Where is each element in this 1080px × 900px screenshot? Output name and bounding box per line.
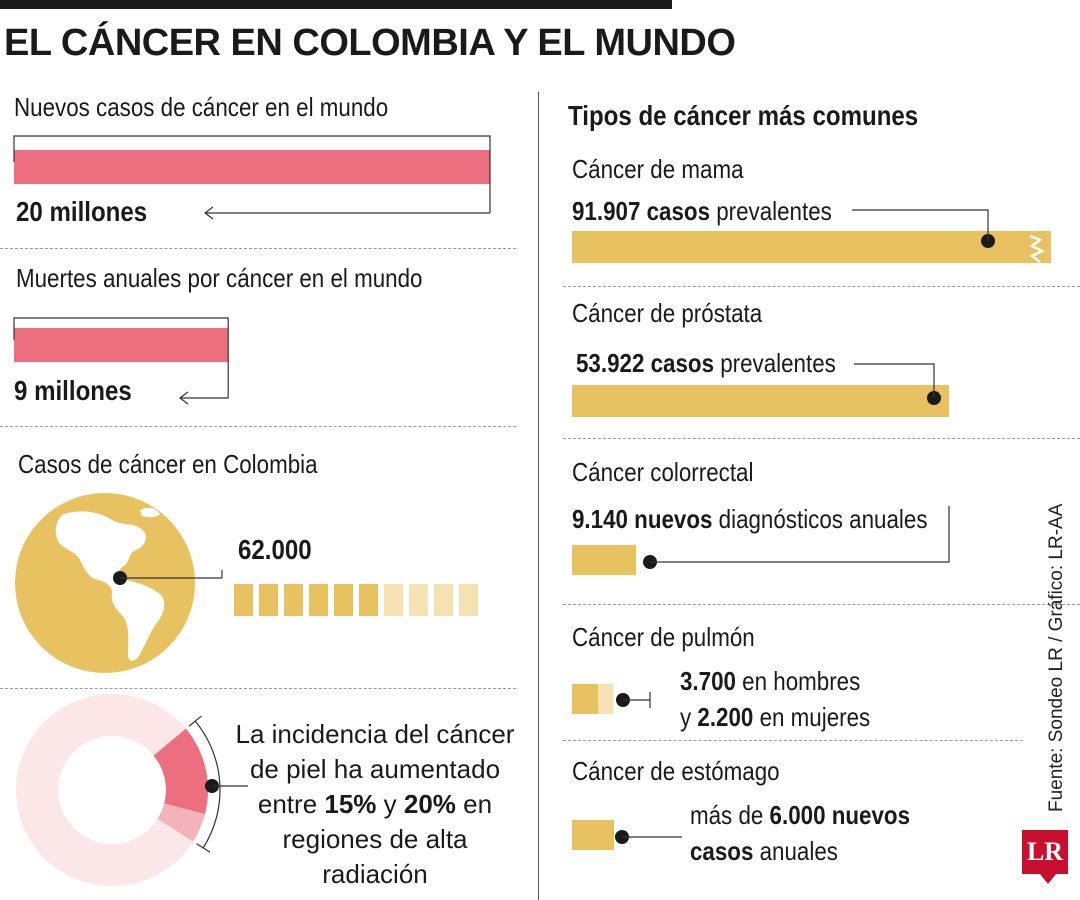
divider bbox=[563, 438, 1080, 439]
column-divider bbox=[538, 92, 539, 900]
colorectal-bar bbox=[572, 545, 636, 575]
top-rule bbox=[0, 0, 672, 9]
colombia-block bbox=[309, 584, 328, 616]
deaths-value: 9 millones bbox=[14, 375, 132, 406]
colombia-blocks bbox=[234, 584, 478, 616]
colorectal-label: Cáncer colorrectal bbox=[572, 457, 754, 487]
colorectal-value: 9.140 nuevos diagnósticos anuales bbox=[572, 504, 928, 534]
source-credit: Fuente: Sondeo LR / Gráfico: LR-AA bbox=[1046, 503, 1067, 812]
stomach-value-line1: más de 6.000 nuevos bbox=[690, 800, 910, 830]
deaths-bar bbox=[14, 328, 229, 362]
colombia-block bbox=[459, 584, 478, 616]
skin-bracket bbox=[188, 715, 221, 853]
breast-value: 91.907 casos prevalentes bbox=[572, 196, 832, 226]
globe-americas-icon bbox=[15, 493, 223, 673]
colombia-block bbox=[409, 584, 428, 616]
new-cases-arrow-icon bbox=[204, 206, 490, 220]
colombia-block bbox=[234, 584, 253, 616]
new-cases-bracket bbox=[13, 135, 491, 213]
colombia-block bbox=[434, 584, 453, 616]
colombia-label: Casos de cáncer en Colombia bbox=[18, 449, 318, 479]
right-graphics bbox=[572, 209, 1051, 850]
skin-cancer-text: La incidencia del cáncer de piel ha aume… bbox=[235, 719, 515, 889]
divider bbox=[563, 286, 1080, 287]
lung-men-bar bbox=[572, 684, 598, 714]
breast-label: Cáncer de mama bbox=[572, 154, 744, 184]
prostate-label: Cáncer de próstata bbox=[572, 298, 763, 328]
deaths-label: Muertes anuales por cáncer en el mundo bbox=[16, 263, 423, 293]
deaths-bracket bbox=[13, 317, 229, 398]
new-cases-value: 20 millones bbox=[16, 196, 148, 227]
new-cases-label: Nuevos casos de cáncer en el mundo bbox=[14, 92, 389, 122]
page-title: EL CÁNCER EN COLOMBIA Y EL MUNDO bbox=[4, 22, 736, 64]
lung-women-bar bbox=[598, 684, 614, 714]
lr-logo-tail bbox=[1040, 874, 1056, 884]
stomach-label: Cáncer de estómago bbox=[572, 756, 780, 786]
divider bbox=[563, 604, 1080, 605]
lung-label: Cáncer de pulmón bbox=[572, 622, 755, 652]
divider bbox=[0, 248, 516, 249]
lung-men-value: 3.700 en hombres bbox=[680, 666, 861, 696]
deaths-arrow-icon bbox=[179, 391, 229, 405]
breast-break-icon bbox=[1029, 234, 1045, 263]
colombia-block bbox=[284, 584, 303, 616]
skin-donut bbox=[16, 694, 248, 886]
prostate-value: 53.922 casos prevalentes bbox=[576, 348, 836, 378]
divider bbox=[563, 740, 1023, 741]
colombia-block bbox=[334, 584, 353, 616]
colombia-block bbox=[384, 584, 403, 616]
new-cases-bar bbox=[14, 150, 490, 184]
colombia-block bbox=[259, 584, 278, 616]
lr-logo: LR bbox=[1022, 830, 1068, 874]
divider bbox=[0, 426, 516, 427]
colombia-value: 62.000 bbox=[238, 534, 312, 565]
lung-women-value: y 2.200 en mujeres bbox=[680, 702, 871, 732]
left-graphics bbox=[13, 135, 491, 886]
breast-bar bbox=[572, 231, 1051, 263]
prostate-bar bbox=[572, 385, 949, 417]
colombia-block bbox=[359, 584, 378, 616]
types-title: Tipos de cáncer más comunes bbox=[568, 100, 919, 131]
stomach-bar bbox=[572, 820, 614, 850]
divider bbox=[0, 688, 516, 689]
skin-range-low-arc bbox=[153, 728, 208, 814]
stomach-value-line2: casos anuales bbox=[690, 836, 838, 866]
